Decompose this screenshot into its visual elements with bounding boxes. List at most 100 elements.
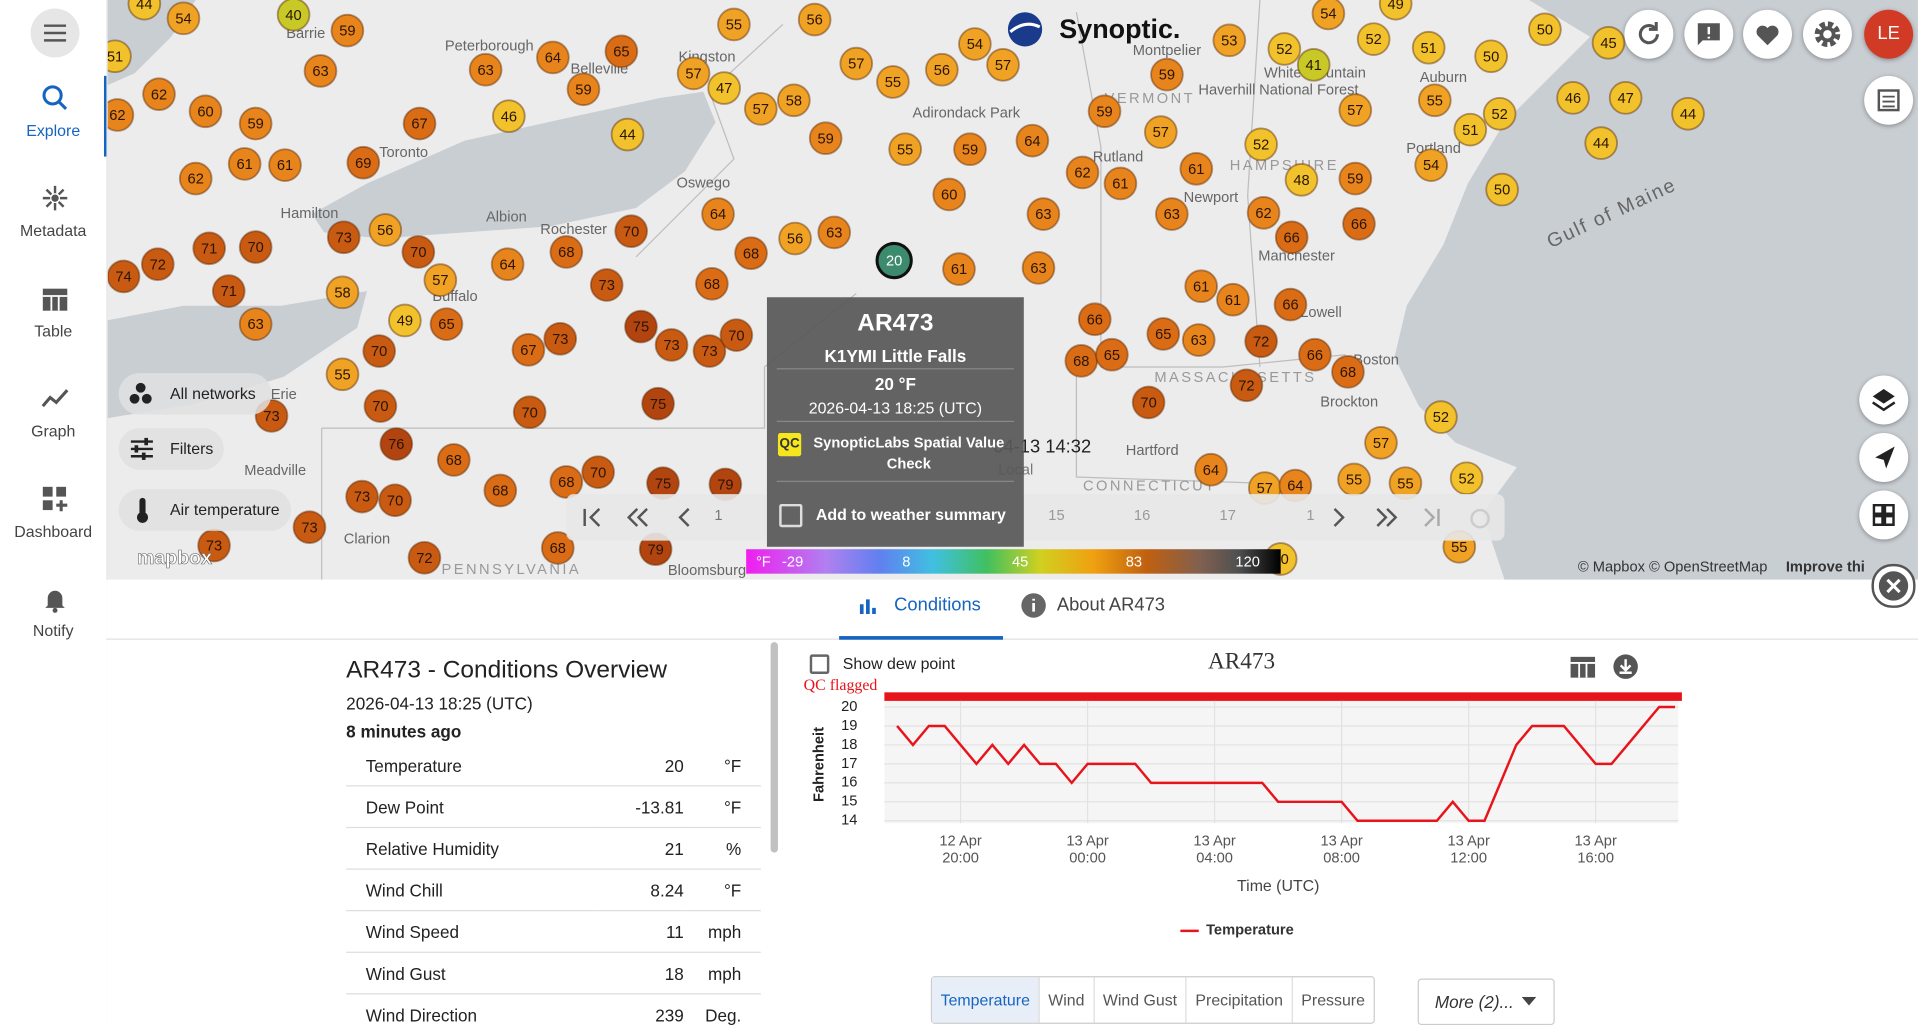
variable-tab[interactable]: Temperature — [932, 977, 1040, 1023]
station-value: 63 — [312, 64, 328, 80]
station-value: 73 — [552, 332, 568, 348]
nav-graph[interactable]: Graph — [31, 422, 76, 441]
station-marker — [345, 479, 379, 514]
station-marker — [378, 483, 412, 518]
station-marker — [401, 235, 436, 269]
attribution: © Mapbox © OpenStreetMap — [1578, 559, 1767, 575]
variable-control[interactable]: Air temperature — [118, 489, 292, 531]
station-value: 70 — [521, 405, 537, 421]
station-value: 73 — [301, 520, 317, 536]
settings-button[interactable] — [1802, 9, 1852, 59]
station-marker — [1411, 30, 1446, 65]
close-button[interactable] — [1871, 563, 1916, 608]
y-tick-label: 19 — [841, 718, 857, 734]
download-button[interactable] — [1612, 653, 1639, 680]
refresh-timeline[interactable] — [1470, 508, 1490, 529]
station-value: 52 — [1276, 42, 1292, 58]
station-marker — [140, 247, 175, 282]
station-marker — [986, 48, 1020, 82]
x-tick-label: 13 Apr 04:00 — [1193, 833, 1235, 866]
scrollbar[interactable] — [770, 642, 778, 853]
station-value: 67 — [520, 343, 536, 359]
chart-table-button[interactable] — [1569, 654, 1596, 678]
last-button[interactable] — [1424, 507, 1440, 527]
station-value: 55 — [1397, 476, 1413, 492]
station-value: 48 — [1293, 173, 1309, 189]
refresh-button[interactable] — [1624, 9, 1674, 59]
station-marker — [1246, 196, 1281, 230]
dropdown-caret — [1521, 996, 1537, 1006]
station-marker — [1331, 355, 1365, 389]
condition-unit: °F — [683, 744, 761, 787]
layers-button[interactable] — [1859, 375, 1909, 425]
station-value: 63 — [1164, 207, 1180, 223]
place-label: Rutland — [1093, 150, 1144, 166]
condition-value: 20 — [598, 744, 684, 787]
nav-notify[interactable]: Notify — [32, 621, 74, 640]
filters-control[interactable]: Filters — [118, 428, 224, 470]
map[interactable]: BarriePeterboroughBellevilleKingstonToro… — [0, 0, 1918, 580]
next-button[interactable] — [1333, 507, 1345, 527]
nav-dashboard[interactable]: Dashboard — [14, 522, 93, 541]
variable-tab[interactable]: Wind Gust — [1094, 977, 1187, 1023]
station-value: 44 — [136, 0, 152, 13]
nav-metadata[interactable]: Metadata — [20, 221, 87, 240]
station-value: 55 — [885, 75, 901, 91]
station-value: 75 — [633, 320, 649, 336]
station-marker — [744, 92, 778, 126]
station-value: 56 — [377, 223, 393, 239]
station-value: 52 — [1458, 471, 1474, 487]
user-avatar[interactable]: LE — [1864, 9, 1914, 59]
station-marker — [1364, 425, 1398, 460]
station-marker — [778, 221, 812, 256]
station-marker — [326, 220, 361, 255]
station-value: 54 — [1423, 158, 1439, 174]
variable-tab[interactable]: Precipitation — [1187, 977, 1293, 1023]
graph-icon — [41, 389, 69, 408]
summary-checkbox[interactable] — [779, 503, 803, 528]
variable-tab[interactable]: Wind — [1040, 977, 1095, 1023]
y-tick-label: 16 — [841, 775, 857, 791]
station-value: 75 — [655, 476, 671, 492]
prev-button[interactable] — [678, 507, 690, 527]
station-marker — [549, 235, 584, 269]
y-tick-label: 20 — [841, 699, 857, 715]
station-value: 68 — [1073, 354, 1089, 370]
more-dropdown[interactable]: More (2)... — [1417, 978, 1555, 1026]
place-label: Meadville — [244, 463, 306, 479]
locate-button[interactable] — [1859, 433, 1909, 482]
favorite-button[interactable] — [1743, 9, 1792, 59]
rewind-button[interactable] — [626, 507, 648, 527]
list-button[interactable] — [1864, 75, 1914, 125]
station-value: 57 — [1373, 436, 1389, 452]
station-value: 57 — [432, 273, 448, 289]
condition-value: 8.24 — [598, 869, 684, 912]
improve-link[interactable]: Improve thi — [1786, 559, 1865, 575]
station-marker — [589, 268, 624, 302]
y-tick-label: 18 — [841, 737, 857, 753]
station-value: 57 — [1257, 481, 1273, 497]
dewpoint-checkbox[interactable] — [809, 654, 830, 674]
menu-button[interactable] — [30, 8, 80, 58]
place-label: National Forest — [1259, 82, 1358, 98]
station-value: 67 — [411, 117, 427, 133]
station-value: 66 — [1087, 312, 1103, 328]
grid-button[interactable] — [1859, 490, 1909, 540]
nav-table[interactable]: Table — [34, 321, 73, 341]
qc-badge: QC — [777, 433, 802, 457]
feedback-button[interactable] — [1684, 9, 1734, 59]
tab-about[interactable]: About AR473 — [1056, 594, 1165, 616]
station-value: 65 — [613, 44, 629, 60]
place-label: Erie — [271, 387, 297, 403]
station-marker — [1338, 93, 1373, 127]
tab-conditions[interactable]: Conditions — [894, 594, 981, 616]
timeline: 1 15 16 17 1 — [566, 494, 1505, 541]
station-value: 52 — [1253, 137, 1269, 153]
station-value: 64 — [710, 207, 726, 223]
station-marker — [808, 121, 843, 156]
forward-button[interactable] — [1376, 507, 1398, 527]
nav-explore[interactable]: Explore — [26, 121, 81, 140]
first-button[interactable] — [583, 507, 601, 527]
networks-control[interactable]: All networks — [118, 373, 272, 415]
variable-tab[interactable]: Pressure — [1301, 990, 1365, 1010]
